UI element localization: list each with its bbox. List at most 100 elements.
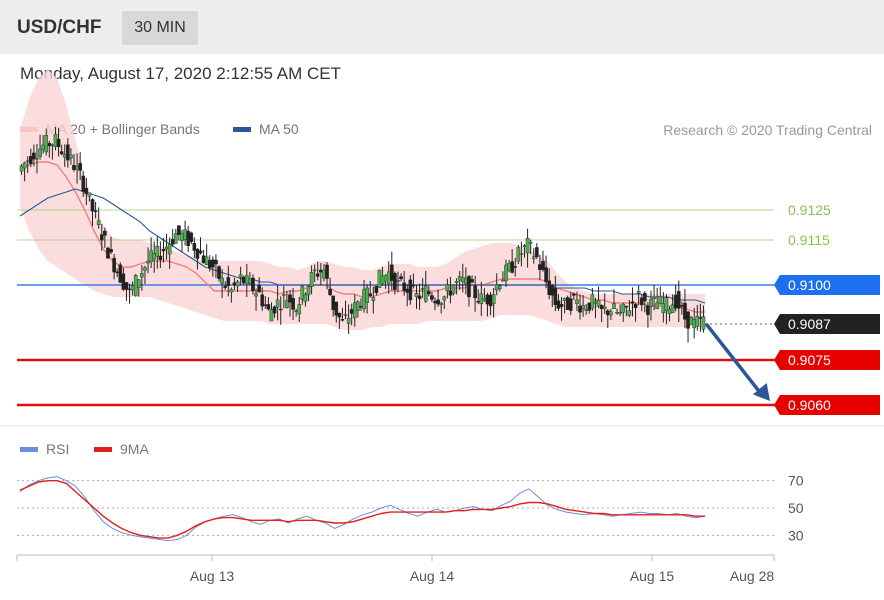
candle	[99, 223, 104, 251]
candle	[439, 301, 443, 314]
candle	[84, 177, 89, 205]
candle	[38, 134, 42, 160]
candle	[639, 294, 644, 312]
candle	[568, 291, 573, 315]
candle	[217, 265, 221, 282]
candle	[303, 292, 308, 307]
legend-9ma-swatch	[94, 446, 112, 452]
candle	[90, 198, 95, 226]
candle	[343, 300, 348, 320]
candle	[78, 152, 82, 181]
candle	[655, 288, 659, 310]
candle	[229, 287, 234, 303]
candle	[402, 270, 406, 296]
candle	[266, 297, 271, 311]
level-labels: 0.9125 0.9115 0.9100 0.9075 0.9060 0.9087	[774, 202, 880, 415]
candle	[670, 294, 675, 314]
candle	[167, 237, 172, 269]
candle	[368, 280, 373, 298]
candle	[683, 288, 687, 329]
forecast-arrow-shaft	[705, 323, 764, 397]
level-label-2: 0.9100	[774, 275, 880, 295]
candle	[143, 265, 147, 284]
candle	[396, 271, 400, 293]
candle	[334, 301, 339, 323]
research-credit: Research © 2020 Trading Central	[663, 122, 872, 138]
candle	[618, 304, 622, 317]
candle	[673, 285, 678, 312]
candle	[516, 244, 521, 265]
forecast-arrow	[705, 323, 770, 401]
candle	[553, 276, 558, 312]
candle	[541, 250, 545, 272]
candle	[192, 237, 197, 259]
candle	[544, 255, 548, 289]
candle	[87, 192, 92, 202]
current-price-label: 0.9087	[774, 314, 880, 334]
candle	[32, 144, 36, 167]
candle	[649, 290, 653, 321]
candle	[291, 288, 295, 321]
candle	[612, 289, 616, 309]
level-label-3: 0.9075	[774, 350, 880, 370]
candle	[35, 144, 39, 174]
chart-datetime: Monday, August 17, 2020 2:12:55 AM CET	[20, 64, 341, 83]
interval-button[interactable]: 30 MIN	[122, 11, 198, 45]
candle	[578, 294, 582, 320]
candle	[430, 291, 434, 302]
candle	[377, 269, 382, 289]
candle	[411, 273, 416, 289]
candle	[701, 305, 706, 333]
candle	[575, 291, 579, 312]
level-label-4: 0.9060	[774, 395, 880, 415]
symbol-title: USD/CHF	[17, 17, 102, 38]
candle	[28, 148, 33, 168]
candle	[269, 302, 274, 322]
svg-text:0.9060: 0.9060	[788, 397, 831, 413]
candle	[590, 288, 595, 311]
x-tick-label: Aug 15	[630, 568, 675, 584]
candle	[565, 295, 570, 311]
candle	[470, 275, 474, 284]
rsi-tick-70: 70	[788, 473, 804, 489]
candle	[695, 304, 700, 331]
candle	[158, 241, 163, 268]
level-label-1: 0.9115	[788, 232, 830, 248]
candle	[235, 279, 240, 292]
rsi-line	[19, 476, 706, 542]
candle	[328, 277, 332, 296]
candle	[312, 264, 317, 283]
legend-ma50: MA 50	[233, 121, 299, 137]
candle	[417, 283, 422, 310]
candle	[201, 249, 206, 264]
candle	[170, 228, 175, 247]
candle	[140, 265, 144, 291]
candle	[454, 278, 459, 295]
candle	[408, 275, 413, 305]
candle	[56, 127, 61, 157]
candle	[257, 277, 261, 293]
candle	[306, 284, 311, 302]
candle	[195, 248, 200, 270]
candle	[427, 285, 431, 297]
candle	[214, 254, 218, 279]
candle	[19, 164, 24, 175]
svg-text:0.9125: 0.9125	[788, 202, 831, 218]
candle	[136, 279, 141, 297]
candle	[238, 266, 243, 286]
candle	[596, 286, 601, 309]
candle	[445, 278, 450, 299]
svg-text:0.9100: 0.9100	[788, 277, 831, 293]
candle	[609, 308, 613, 320]
candle	[414, 284, 419, 310]
candle	[504, 259, 508, 287]
candle	[621, 302, 626, 322]
legend-rsi-label: RSI	[46, 441, 70, 457]
candle	[473, 275, 477, 312]
candle	[260, 287, 265, 311]
candle	[81, 171, 86, 197]
candle	[272, 305, 277, 318]
candle	[390, 251, 394, 291]
candle	[220, 269, 224, 299]
